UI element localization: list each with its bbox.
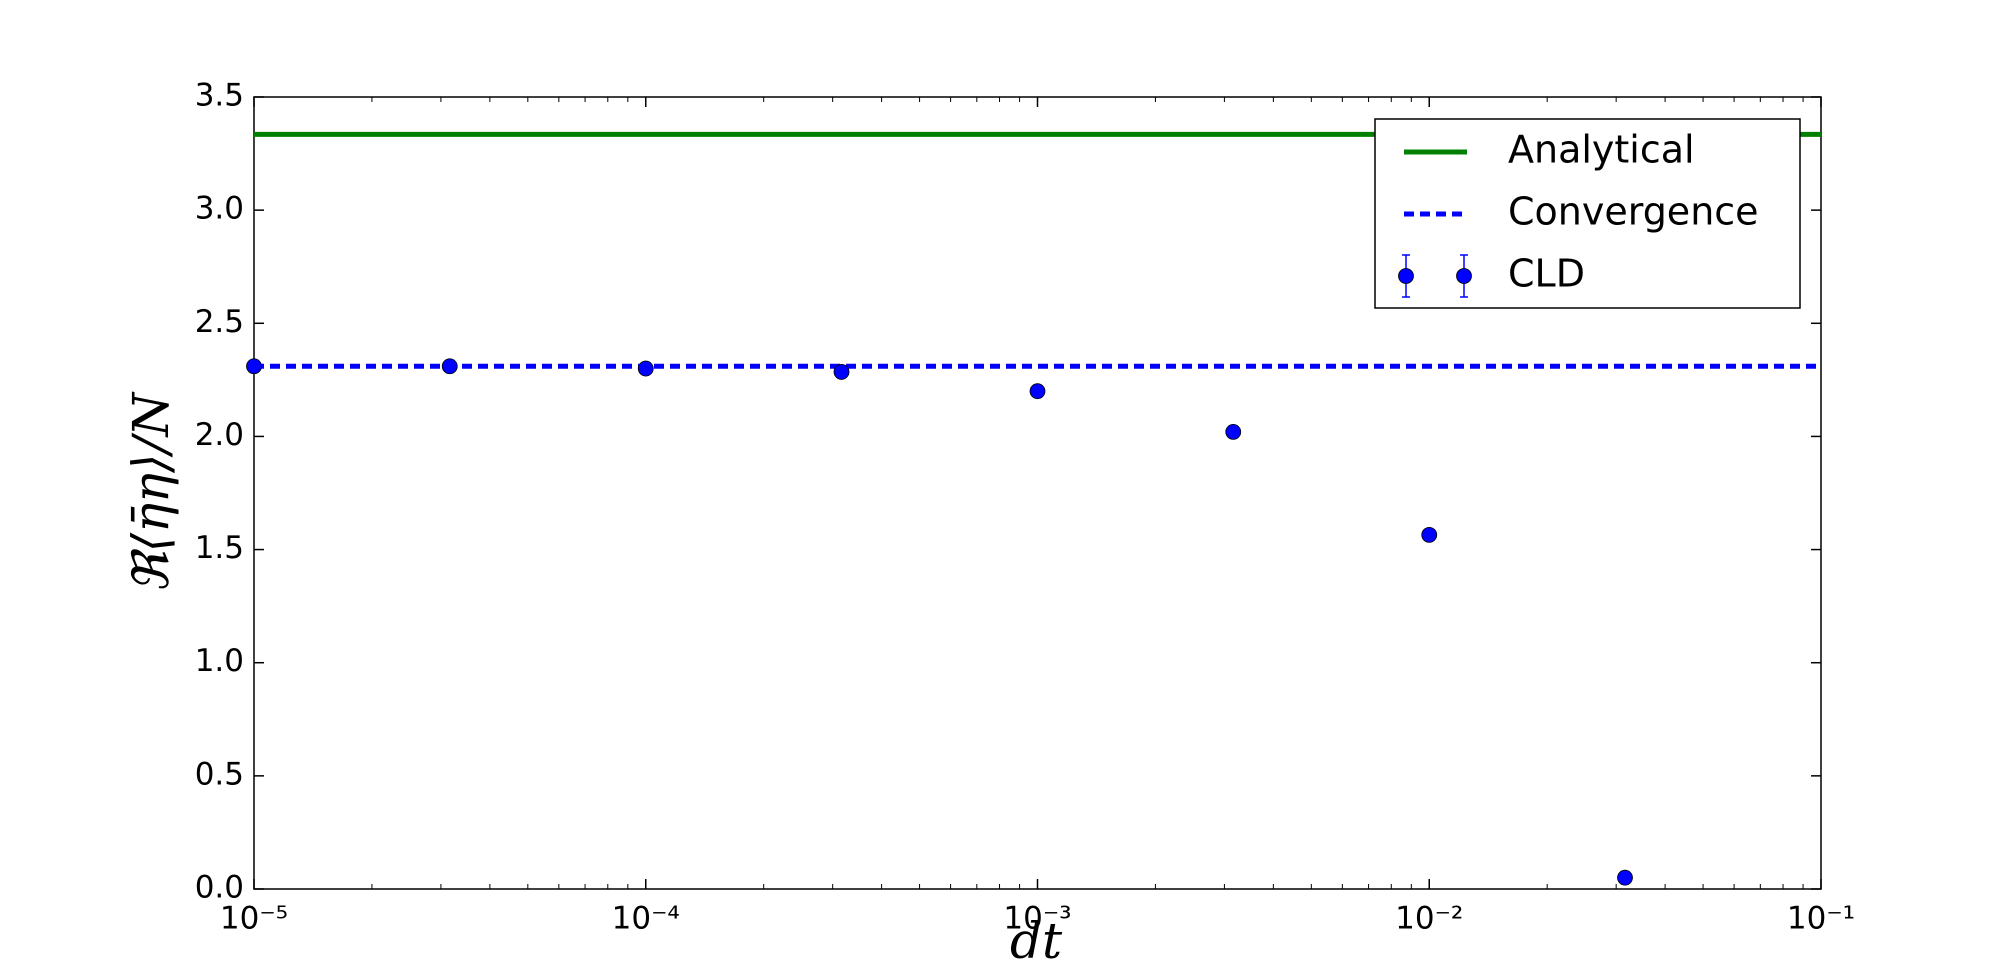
x-tick-label: 10⁻⁵ [220, 901, 288, 937]
y-axis-label: ℜ⟨η̄η⟩/N [122, 391, 180, 593]
data-point [441, 358, 458, 375]
x-tick-label: 10⁻⁴ [612, 901, 680, 937]
legend-label: CLD [1508, 252, 1585, 296]
data-point [1225, 424, 1242, 440]
legend-marker [1398, 268, 1414, 284]
y-tick-label: 3.5 [195, 78, 244, 114]
legend-marker [1456, 268, 1472, 284]
legend-label: Analytical [1508, 128, 1695, 172]
data-point [833, 364, 850, 380]
data-point [1617, 869, 1633, 886]
data-point [1421, 526, 1438, 543]
x-axis-label: dt [1010, 912, 1063, 970]
y-tick-label: 3.0 [195, 191, 244, 227]
data-point [246, 358, 262, 375]
x-tick-label: 10⁻² [1395, 901, 1463, 937]
x-tick-label: 10⁻¹ [1787, 901, 1855, 937]
y-tick-label: 2.0 [195, 417, 244, 453]
data-point [637, 360, 654, 377]
y-tick-label: 0.5 [195, 756, 244, 792]
y-tick-label: 1.5 [195, 530, 244, 566]
y-tick-label: 0.0 [195, 870, 244, 906]
legend-label: Convergence [1508, 190, 1759, 234]
y-tick-label: 2.5 [195, 304, 244, 340]
y-tick-label: 1.0 [195, 643, 244, 679]
x-tick-label: 10⁻³ [1003, 901, 1071, 937]
data-point [1029, 383, 1046, 400]
